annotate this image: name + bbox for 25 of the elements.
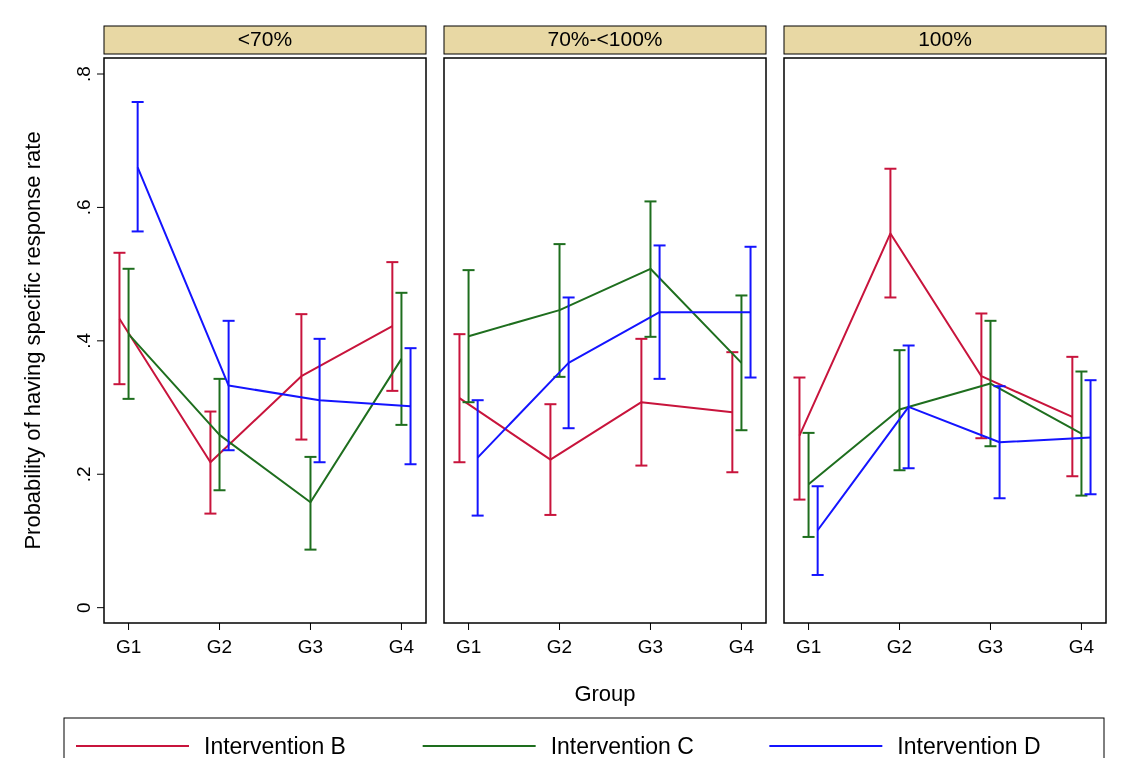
x-tick-label: G1: [455, 636, 482, 657]
x-tick-label: G3: [297, 636, 324, 657]
chart-title: 100%: [918, 27, 972, 50]
x-tick-label: G4: [728, 636, 755, 657]
y-tick-label: .8: [73, 66, 94, 82]
x-tick-label: G3: [977, 636, 1004, 657]
x-tick-label: G2: [546, 636, 573, 657]
x-tick-label: G4: [388, 636, 415, 657]
x-axis-title: Group: [574, 681, 636, 706]
legend-label: Intervention D: [897, 733, 1041, 759]
chart-title: <70%: [237, 27, 293, 50]
x-tick-label: G1: [115, 636, 142, 657]
x-tick-label: G2: [206, 636, 233, 657]
y-tick-label: .6: [73, 199, 94, 216]
y-tick-label: .2: [73, 466, 94, 483]
y-tick-label: 0: [73, 602, 94, 613]
x-tick-label: G4: [1068, 636, 1095, 657]
legend-label: Intervention C: [550, 733, 694, 759]
y-axis-title: Probability of having specific response rate: [20, 131, 45, 550]
chart-title: 70%-<100%: [547, 27, 663, 50]
x-tick-label: G3: [637, 636, 664, 657]
y-tick-label: .4: [73, 332, 94, 349]
x-tick-label: G1: [795, 636, 822, 657]
x-tick-label: G2: [886, 636, 913, 657]
legend-label: Intervention B: [204, 733, 346, 759]
